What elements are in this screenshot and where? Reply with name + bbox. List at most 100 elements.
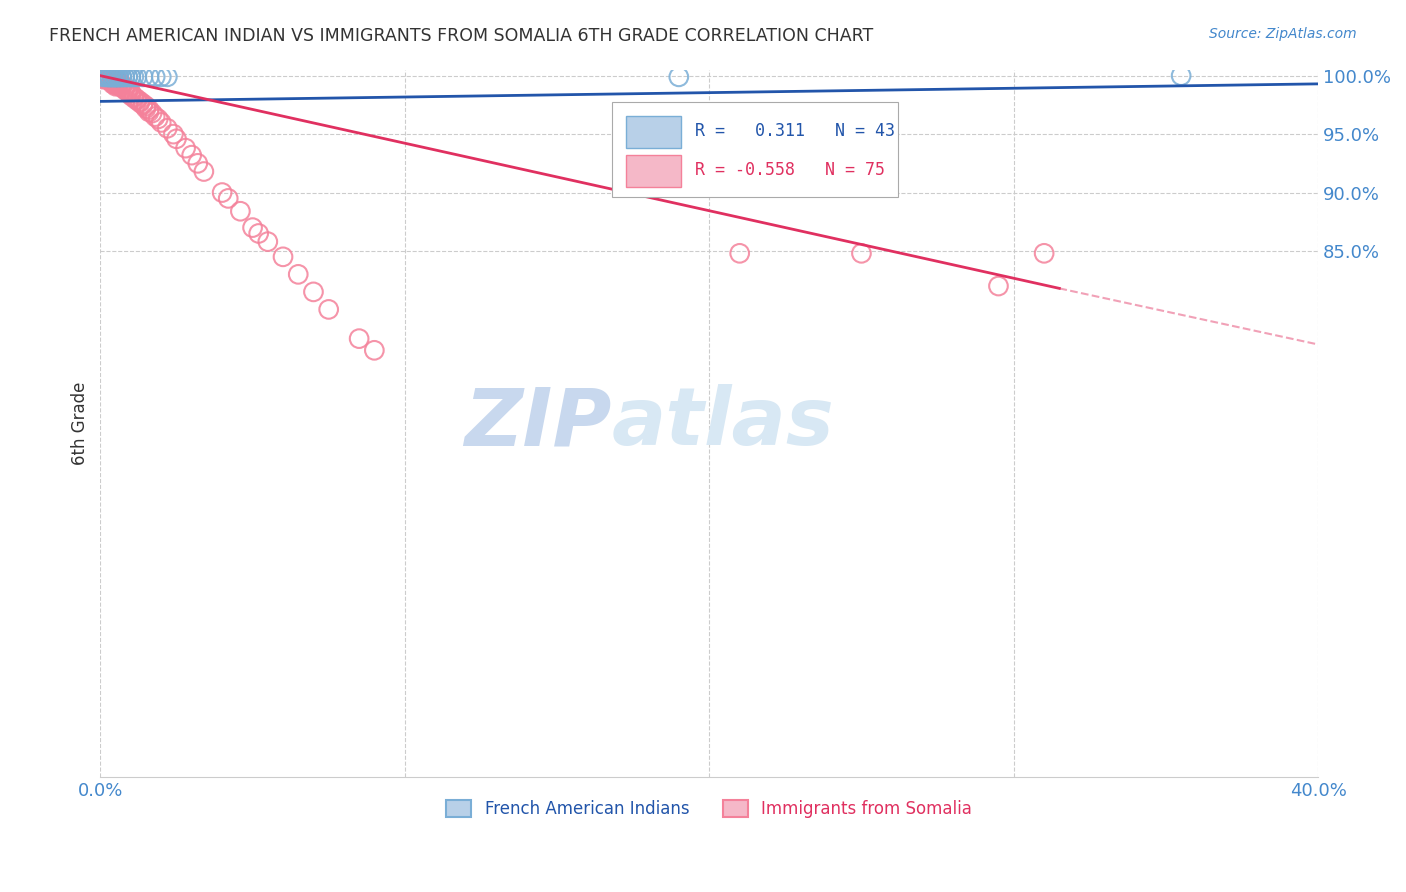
Point — [101, 70, 124, 84]
Point — [107, 70, 129, 84]
Point — [104, 70, 127, 84]
Point — [107, 78, 129, 92]
Text: R = -0.558   N = 75: R = -0.558 N = 75 — [695, 161, 884, 179]
Point — [96, 72, 118, 87]
Point — [104, 73, 127, 87]
Point — [187, 156, 209, 170]
Point — [156, 121, 179, 136]
Point — [1033, 246, 1056, 260]
Point — [117, 70, 139, 84]
Point — [114, 83, 136, 97]
Point — [93, 72, 115, 87]
Point — [318, 302, 340, 317]
Point — [302, 285, 325, 299]
Point — [193, 164, 215, 178]
Point — [98, 70, 121, 84]
Point — [107, 74, 129, 88]
Point — [93, 70, 115, 85]
Point — [104, 74, 127, 88]
Point — [104, 76, 127, 90]
Point — [122, 70, 145, 84]
Point — [851, 246, 873, 260]
Point — [156, 70, 179, 84]
Point — [111, 70, 134, 84]
Point — [98, 72, 121, 87]
Point — [101, 73, 124, 87]
Point — [98, 70, 121, 84]
Point — [143, 110, 166, 124]
Point — [138, 103, 160, 117]
Point — [820, 127, 842, 141]
Point — [162, 127, 184, 141]
Point — [101, 72, 124, 87]
Point — [101, 70, 124, 84]
Point — [138, 104, 160, 119]
Point — [104, 78, 127, 92]
Point — [111, 79, 134, 94]
Point — [122, 91, 145, 105]
Point — [101, 76, 124, 90]
Point — [96, 72, 118, 87]
Point — [101, 70, 124, 84]
Point — [148, 112, 170, 126]
Point — [256, 235, 278, 249]
Point — [211, 186, 233, 200]
Text: FRENCH AMERICAN INDIAN VS IMMIGRANTS FROM SOMALIA 6TH GRADE CORRELATION CHART: FRENCH AMERICAN INDIAN VS IMMIGRANTS FRO… — [49, 27, 873, 45]
Point — [104, 77, 127, 91]
Point — [107, 70, 129, 84]
Text: Source: ZipAtlas.com: Source: ZipAtlas.com — [1209, 27, 1357, 41]
Point — [98, 72, 121, 87]
Point — [104, 70, 127, 84]
Text: ZIP: ZIP — [464, 384, 612, 462]
Point — [150, 70, 173, 84]
Point — [107, 70, 129, 84]
Point — [117, 83, 139, 97]
Point — [120, 87, 142, 101]
Point — [104, 70, 127, 84]
Point — [125, 92, 148, 106]
Point — [96, 70, 118, 84]
Point — [111, 70, 134, 84]
Point — [287, 268, 309, 282]
Y-axis label: 6th Grade: 6th Grade — [72, 382, 89, 465]
Point — [120, 88, 142, 103]
FancyBboxPatch shape — [612, 102, 898, 197]
Legend: French American Indians, Immigrants from Somalia: French American Indians, Immigrants from… — [440, 794, 979, 825]
Point — [93, 70, 115, 84]
Point — [117, 84, 139, 98]
Point — [987, 279, 1010, 293]
Point — [143, 70, 166, 84]
Point — [111, 70, 134, 84]
Point — [107, 76, 129, 90]
Point — [104, 70, 127, 84]
Point — [98, 70, 121, 84]
Point — [104, 70, 127, 84]
Point — [347, 332, 370, 346]
Point — [122, 89, 145, 103]
Point — [174, 141, 197, 155]
Point — [138, 70, 160, 84]
Point — [107, 77, 129, 91]
FancyBboxPatch shape — [627, 116, 682, 147]
Point — [104, 79, 127, 94]
Point — [668, 70, 690, 84]
Point — [111, 80, 134, 95]
Text: R =   0.311   N = 43: R = 0.311 N = 43 — [695, 122, 894, 140]
Point — [114, 80, 136, 95]
Text: atlas: atlas — [612, 384, 835, 462]
Point — [166, 132, 188, 146]
Point — [117, 85, 139, 99]
Point — [1170, 69, 1192, 83]
Point — [132, 96, 155, 111]
Point — [150, 115, 173, 129]
Point — [132, 70, 155, 84]
Point — [101, 70, 124, 84]
Point — [247, 227, 270, 241]
Point — [101, 77, 124, 91]
Point — [125, 93, 148, 107]
Point — [96, 70, 118, 84]
Point — [117, 70, 139, 84]
Point — [135, 102, 157, 116]
Point — [242, 220, 264, 235]
FancyBboxPatch shape — [627, 154, 682, 186]
